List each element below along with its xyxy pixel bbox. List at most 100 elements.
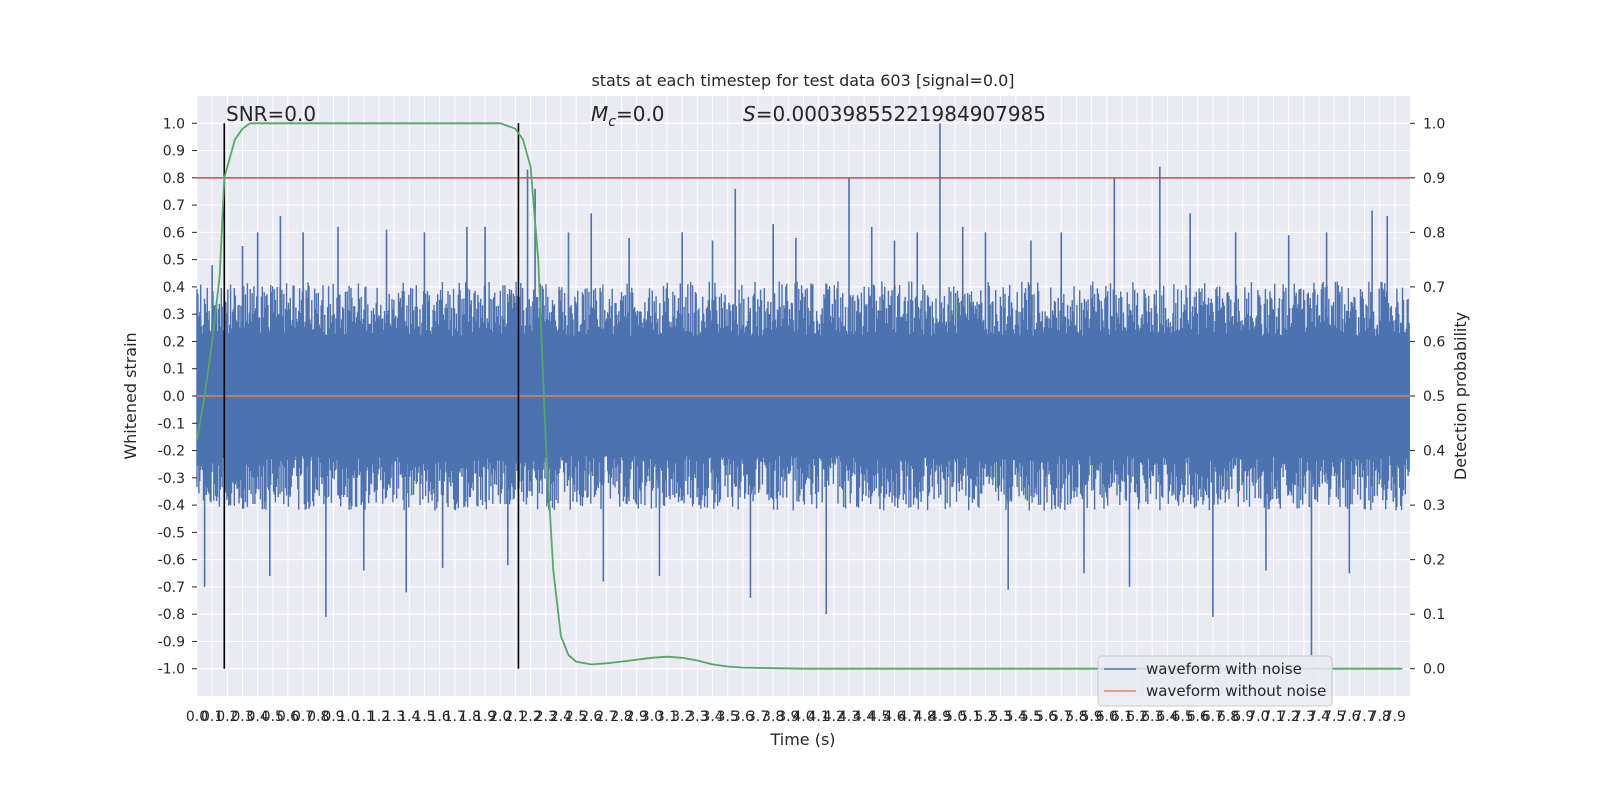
y-tick-label-left: 0.9 (163, 144, 185, 160)
x-tick-label: 0.2 (216, 709, 238, 725)
y-tick-label-left: -0.2 (158, 444, 185, 460)
chirp-mass-symbol: M (591, 102, 608, 126)
legend: waveform with noise waveform without noi… (1097, 655, 1333, 707)
x-tick-label: 3.1 (656, 709, 678, 725)
y-tick-label-left: -0.8 (158, 607, 185, 623)
x-tick-label: 4.9 (929, 709, 951, 725)
legend-label-clean: waveform without noise (1146, 682, 1326, 700)
x-tick-label: 1.0 (337, 709, 359, 725)
y-tick-label-left: -0.3 (158, 471, 185, 487)
x-tick-label: 7.8 (1369, 709, 1391, 725)
y-tick-label-left: 0.8 (163, 171, 185, 187)
x-tick-label: 4.3 (838, 709, 860, 725)
x-tick-label: 2.5 (565, 709, 587, 725)
x-tick-label: 2.2 (519, 709, 541, 725)
s-value: =0.00039855221984907985 (756, 102, 1046, 126)
y-tick-label-left: -0.1 (158, 416, 185, 432)
y-tick-label-right: 0.0 (1423, 662, 1445, 678)
x-tick-label: 7.6 (1338, 709, 1360, 725)
x-tick-label: 1.8 (459, 709, 481, 725)
x-tick-label: 1.4 (398, 709, 420, 725)
x-tick-label: 0.1 (201, 709, 223, 725)
x-tick-label: 2.8 (610, 709, 632, 725)
x-tick-label: 1.1 (353, 709, 375, 725)
y-tick-label-left: 0.5 (163, 253, 185, 269)
x-tick-label: 0.0 (186, 709, 208, 725)
y-tick-label-left: 0.4 (163, 280, 185, 296)
x-tick-label: 3.0 (641, 709, 663, 725)
x-tick-label: 5.7 (1050, 709, 1072, 725)
x-tick-label: 5.6 (1035, 709, 1057, 725)
tick-labels: 0.00.10.20.30.40.50.60.70.80.91.01.11.21… (158, 116, 1446, 725)
s-symbol: S (743, 102, 756, 126)
y-tick-label-left: 0.2 (163, 334, 185, 350)
x-tick-label: 1.9 (474, 709, 496, 725)
y-tick-label-left: 1.0 (163, 116, 185, 132)
y-tick-label-right: 0.1 (1423, 607, 1445, 623)
x-tick-label: 6.9 (1232, 709, 1254, 725)
x-tick-label: 4.4 (853, 709, 875, 725)
x-tick-label: 7.2 (1278, 709, 1300, 725)
x-tick-label: 0.6 (277, 709, 299, 725)
y-tick-label-left: 0.6 (163, 225, 185, 241)
x-tick-label: 2.7 (595, 709, 617, 725)
x-tick-label: 5.1 (959, 709, 981, 725)
x-tick-label: 4.7 (899, 709, 921, 725)
y-tick-label-right: 0.7 (1423, 280, 1445, 296)
x-tick-label: 6.1 (1111, 709, 1133, 725)
x-tick-label: 7.9 (1384, 709, 1406, 725)
x-tick-label: 7.7 (1353, 709, 1375, 725)
x-tick-label: 5.9 (1080, 709, 1102, 725)
s-annotation: S=0.00039855221984907985 (743, 102, 1046, 126)
y-tick-label-left: -0.6 (158, 553, 185, 569)
y-tick-label-left: -0.5 (158, 525, 185, 541)
x-tick-label: 6.6 (1187, 709, 1209, 725)
y-tick-label-left: -0.7 (158, 580, 185, 596)
chart-title: stats at each timestep for test data 603… (591, 71, 1014, 90)
x-tick-label: 4.6 (883, 709, 905, 725)
x-tick-label: 2.0 (489, 709, 511, 725)
x-tick-label: 5.0 (944, 709, 966, 725)
x-tick-label: 2.6 (580, 709, 602, 725)
snr-annotation: SNR=0.0 (226, 102, 316, 126)
chirp-mass-value: =0.0 (616, 102, 665, 126)
y-tick-label-left: -0.9 (158, 634, 185, 650)
x-tick-label: 2.9 (626, 709, 648, 725)
x-tick-label: 3.8 (762, 709, 784, 725)
y-tick-label-right: 0.8 (1423, 225, 1445, 241)
x-tick-label: 3.9 (777, 709, 799, 725)
x-axis-label: Time (s) (769, 730, 835, 749)
x-tick-label: 3.2 (671, 709, 693, 725)
y-tick-label-right: 0.6 (1423, 334, 1445, 350)
x-tick-label: 4.5 (868, 709, 890, 725)
x-tick-label: 6.2 (1126, 709, 1148, 725)
x-tick-label: 3.7 (747, 709, 769, 725)
x-tick-label: 1.5 (413, 709, 435, 725)
y-tick-label-left: 0.7 (163, 198, 185, 214)
x-tick-label: 5.8 (1065, 709, 1087, 725)
y-tick-label-right: 0.3 (1423, 498, 1445, 514)
x-tick-label: 7.1 (1262, 709, 1284, 725)
x-tick-label: 5.2 (974, 709, 996, 725)
x-tick-label: 7.5 (1323, 709, 1345, 725)
legend-box (1097, 655, 1333, 707)
x-tick-label: 0.4 (247, 709, 269, 725)
overlay-lines (196, 122, 1410, 670)
y-tick-label-left: -0.4 (158, 498, 185, 514)
x-tick-label: 2.3 (535, 709, 557, 725)
x-tick-label: 2.1 (504, 709, 526, 725)
x-tick-label: 4.2 (823, 709, 845, 725)
y-tick-label-right: 0.9 (1423, 171, 1445, 187)
y-tick-label-right: 0.2 (1423, 553, 1445, 569)
y-tick-label-left: 0.0 (163, 389, 185, 405)
x-tick-label: 5.3 (989, 709, 1011, 725)
x-tick-label: 1.6 (428, 709, 450, 725)
x-tick-label: 0.7 (292, 709, 314, 725)
x-tick-label: 7.0 (1247, 709, 1269, 725)
y-tick-label-left: 0.1 (163, 362, 185, 378)
chirp-mass-annotation: Mc=0.0 (591, 102, 665, 130)
x-tick-label: 5.4 (1005, 709, 1027, 725)
x-tick-label: 2.4 (550, 709, 572, 725)
x-tick-label: 4.0 (792, 709, 814, 725)
detection-probability-line (196, 122, 1403, 670)
